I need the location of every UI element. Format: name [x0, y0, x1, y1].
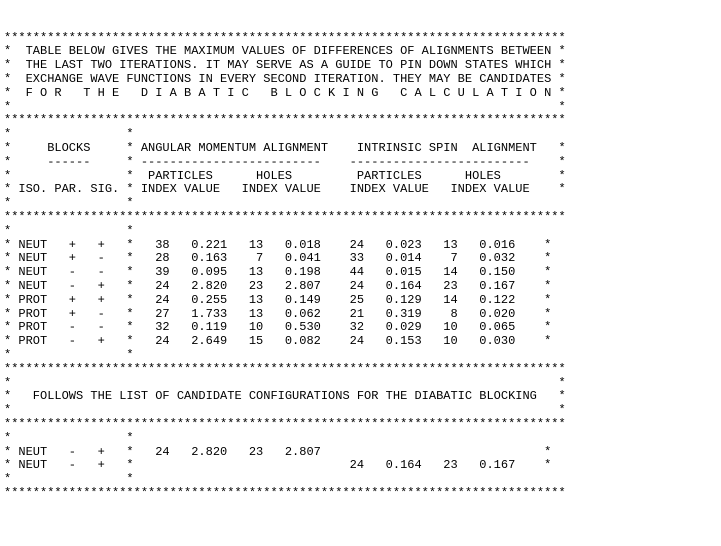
ascii-report: ****************************************… [4, 32, 717, 501]
